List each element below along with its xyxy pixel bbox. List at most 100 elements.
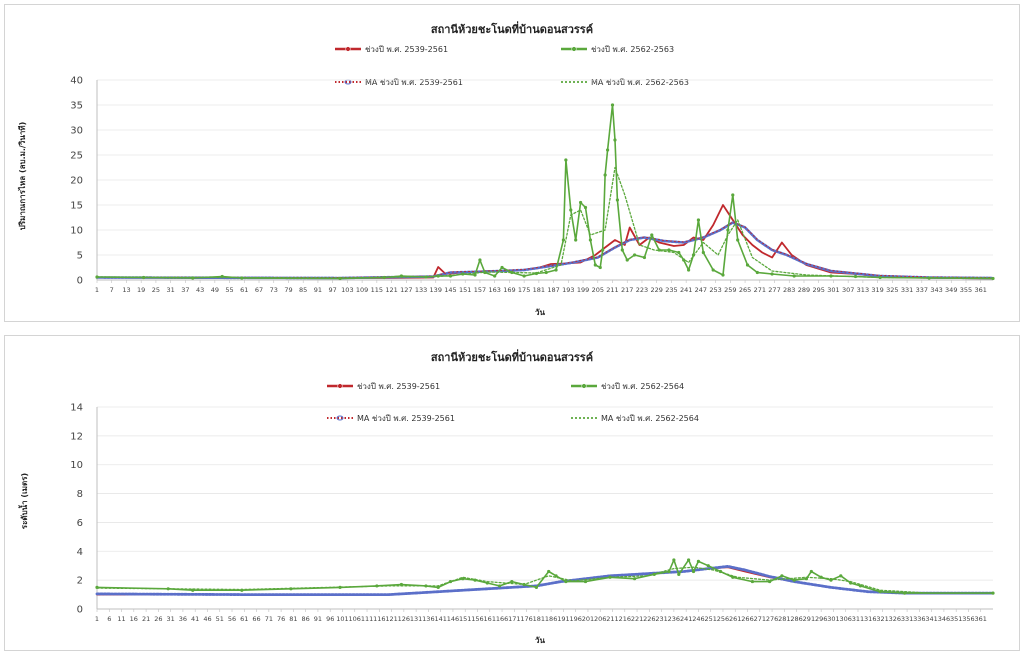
series-point-3 xyxy=(650,233,654,237)
y-axis-label: ปริมาณการไหล (ลบ.ม./วินาที) xyxy=(17,122,27,230)
y-tick-label: 35 xyxy=(70,101,83,112)
x-tick-label: 321 xyxy=(876,615,888,623)
x-tick-label: 126 xyxy=(398,615,410,623)
series-point-2 xyxy=(534,585,539,589)
series-point-2 xyxy=(731,575,735,579)
series-point-3 xyxy=(731,193,735,197)
x-tick-label: 361 xyxy=(975,615,987,623)
series-point-3 xyxy=(598,265,602,270)
x-tick-label: 276 xyxy=(766,615,778,623)
series-line-2 xyxy=(96,221,994,278)
legend-item-2: MA ช่วงปี พ.ศ. 2539-2561 xyxy=(335,78,463,87)
series-point-3 xyxy=(642,255,647,260)
x-tick-label: 356 xyxy=(962,615,974,623)
x-tick-label: 49 xyxy=(211,286,219,294)
legend-item-3: MA ช่วงปี พ.ศ. 2562-2564 xyxy=(571,414,699,423)
x-tick-label: 336 xyxy=(913,615,925,623)
series-point-3 xyxy=(554,268,558,272)
x-tick-label: 43 xyxy=(196,286,204,294)
series-point-3 xyxy=(610,103,615,107)
x-tick-label: 163 xyxy=(488,286,500,294)
x-tick-label: 186 xyxy=(545,615,557,623)
x-tick-label: 51 xyxy=(216,615,224,623)
x-tick-label: 289 xyxy=(798,286,810,294)
series-point-2 xyxy=(696,559,701,563)
x-tick-label: 56 xyxy=(228,615,236,623)
x-tick-label: 247 xyxy=(695,286,707,294)
series-point-3 xyxy=(478,258,482,262)
series-point-3 xyxy=(569,208,573,212)
legend-item-0: ช่วงปี พ.ศ. 2539-2561 xyxy=(335,45,448,54)
y-tick-label: 25 xyxy=(70,151,83,162)
series-point-3 xyxy=(605,148,610,152)
x-tick-label: 73 xyxy=(270,286,278,294)
legend-label: MA ช่วงปี พ.ศ. 2539-2561 xyxy=(357,414,455,423)
x-tick-label: 291 xyxy=(803,615,815,623)
x-tick-label: 251 xyxy=(704,615,716,623)
x-tick-label: 301 xyxy=(827,615,839,623)
x-tick-label: 139 xyxy=(430,286,442,294)
x-tick-label: 109 xyxy=(356,286,368,294)
x-tick-label: 181 xyxy=(533,615,545,623)
series-point-3 xyxy=(667,248,671,252)
x-tick-label: 127 xyxy=(400,286,412,294)
series-point-3 xyxy=(701,250,705,255)
chart-legend: ช่วงปี พ.ศ. 2539-2561 ช่วงปี พ.ศ. 2562-25… xyxy=(327,382,699,423)
x-tick-label: 281 xyxy=(778,615,790,623)
chart-legend: ช่วงปี พ.ศ. 2539-2561 ช่วงปี พ.ศ. 2562-25… xyxy=(335,45,689,87)
series-point-3 xyxy=(564,158,568,162)
legend-item-2: MA ช่วงปี พ.ศ. 2539-2561 xyxy=(327,414,455,423)
legend-marker xyxy=(336,415,344,421)
flow-chart-panel: สถานีห้วยชะโนดที่บ้านดอนสวรรค์ ช่วงปี พ.… xyxy=(4,4,1020,322)
series-point-3 xyxy=(473,273,477,277)
x-tick-label: 223 xyxy=(636,286,648,294)
y-tick-label: 10 xyxy=(70,460,83,471)
series-point-3 xyxy=(721,273,725,277)
x-tick-label: 151 xyxy=(459,286,471,294)
series-point-3 xyxy=(613,138,617,142)
y-tick-label: 5 xyxy=(77,251,83,262)
x-tick-label: 76 xyxy=(277,615,285,623)
x-tick-label: 31 xyxy=(167,286,175,294)
x-tick-label: 115 xyxy=(371,286,383,294)
x-tick-label: 266 xyxy=(741,615,753,623)
series-point-3 xyxy=(829,274,833,278)
x-tick-label: 166 xyxy=(496,615,508,623)
x-tick-label: 271 xyxy=(754,286,766,294)
series-line-3 xyxy=(96,566,994,594)
series-point-3 xyxy=(711,268,715,272)
x-tick-label: 85 xyxy=(299,286,307,294)
x-tick-label: 1 xyxy=(95,286,99,294)
x-tick-label: 319 xyxy=(871,286,883,294)
x-tick-label: 296 xyxy=(815,615,827,623)
legend-label: ช่วงปี พ.ศ. 2539-2561 xyxy=(357,382,440,391)
x-tick-label: 133 xyxy=(415,286,427,294)
y-tick-label: 14 xyxy=(70,403,83,414)
x-tick-label: 101 xyxy=(336,615,348,623)
x-tick-label: 216 xyxy=(619,615,631,623)
x-tick-label: 265 xyxy=(739,286,751,294)
x-tick-label: 211 xyxy=(606,615,618,623)
x-tick-label: 217 xyxy=(621,286,633,294)
x-tick-label: 26 xyxy=(154,615,162,623)
x-tick-label: 66 xyxy=(252,615,260,623)
legend-marker xyxy=(581,383,587,389)
x-tick-label: 91 xyxy=(314,286,322,294)
x-tick-label: 337 xyxy=(916,286,928,294)
series-point-2 xyxy=(691,569,696,574)
series-point-3 xyxy=(625,258,629,262)
x-tick-label: 341 xyxy=(925,615,937,623)
series-point-3 xyxy=(544,270,548,275)
x-tick-label: 206 xyxy=(594,615,606,623)
series-point-2 xyxy=(750,579,755,584)
series-point-3 xyxy=(593,263,597,267)
x-tick-label: 176 xyxy=(520,615,532,623)
series-point-3 xyxy=(603,173,607,177)
x-tick-label: 171 xyxy=(508,615,520,623)
x-tick-label: 283 xyxy=(783,286,795,294)
x-tick-label: 229 xyxy=(650,286,662,294)
series-line-2 xyxy=(96,559,994,594)
x-tick-label: 343 xyxy=(930,286,942,294)
legend-item-3: MA ช่วงปี พ.ศ. 2562-2563 xyxy=(561,78,689,87)
series-point-3 xyxy=(522,274,526,278)
